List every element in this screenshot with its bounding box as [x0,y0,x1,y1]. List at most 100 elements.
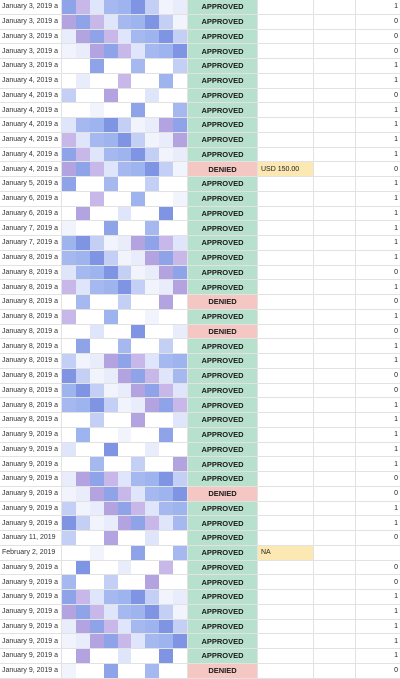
flag-cell[interactable]: 1 [394,283,398,291]
flag-cell[interactable]: 0 [394,490,398,498]
date-cell[interactable]: January 9, 2019 a [0,442,62,457]
date-cell[interactable]: January 9, 2019 a [0,649,62,663]
amount-cell[interactable] [258,516,314,530]
empty-cell[interactable] [314,29,356,44]
date-cell[interactable]: January 8, 2019 a [0,295,62,309]
status-approved-cell[interactable]: APPROVED [188,457,258,471]
flag-cell[interactable]: 1 [394,608,398,616]
status-approved-cell[interactable]: APPROVED [188,73,258,88]
flag-cell[interactable]: 1 [394,445,398,453]
empty-cell[interactable] [314,531,356,545]
date-cell[interactable]: January 9, 2019 a [0,501,62,516]
status-approved-cell[interactable]: APPROVED [188,29,258,44]
status-approved-cell[interactable]: APPROVED [188,501,258,516]
date-cell[interactable]: January 9, 2019 a [0,516,62,530]
date-cell[interactable]: January 9, 2019 a [0,634,62,648]
amount-cell[interactable] [258,634,314,648]
empty-cell[interactable] [314,177,356,191]
date-cell[interactable]: January 4, 2019 a [0,118,62,132]
empty-cell[interactable] [314,132,356,147]
flag-cell[interactable]: 0 [394,268,398,276]
flag-cell[interactable]: 1 [394,136,398,144]
amount-cell[interactable] [258,604,314,619]
status-approved-cell[interactable]: APPROVED [188,118,258,132]
flag-cell[interactable]: 1 [394,637,398,645]
empty-cell[interactable] [314,575,356,589]
empty-cell[interactable] [314,383,356,398]
flag-cell[interactable]: 1 [394,195,398,203]
date-cell[interactable]: January 3, 2019 a [0,29,62,44]
status-denied-cell[interactable]: DENIED [188,486,258,501]
amount-cell[interactable] [258,132,314,147]
amount-cell[interactable] [258,472,314,486]
empty-cell[interactable] [314,649,356,663]
status-approved-cell[interactable]: APPROVED [188,59,258,73]
amount-cell[interactable] [258,191,314,206]
flag-cell[interactable]: 1 [394,313,398,321]
status-denied-cell[interactable]: DENIED [188,324,258,339]
empty-cell[interactable] [314,265,356,280]
date-cell[interactable]: January 9, 2019 a [0,427,62,442]
flag-cell[interactable]: 0 [394,372,398,380]
empty-cell[interactable] [314,634,356,648]
empty-cell[interactable] [314,590,356,604]
date-cell[interactable]: January 9, 2019 a [0,560,62,575]
empty-cell[interactable] [314,309,356,324]
flag-cell[interactable]: 0 [394,91,398,99]
date-cell[interactable]: January 9, 2019 a [0,619,62,634]
status-approved-cell[interactable]: APPROVED [188,472,258,486]
status-approved-cell[interactable]: APPROVED [188,221,258,235]
flag-cell[interactable]: 1 [394,593,398,601]
flag-cell[interactable]: 0 [394,563,398,571]
date-cell[interactable]: January 8, 2019 a [0,368,62,383]
status-approved-cell[interactable]: APPROVED [188,354,258,368]
flag-cell[interactable]: 1 [394,77,398,85]
amount-cell[interactable] [258,501,314,516]
empty-cell[interactable] [314,545,356,560]
date-cell[interactable]: January 7, 2019 a [0,221,62,235]
empty-cell[interactable] [314,604,356,619]
date-cell[interactable]: January 5, 2019 a [0,177,62,191]
flag-cell[interactable]: 1 [394,106,398,114]
flag-cell[interactable]: 1 [394,519,398,527]
amount-cell[interactable] [258,442,314,457]
date-cell[interactable]: January 9, 2019 a [0,472,62,486]
amount-cell[interactable] [258,206,314,221]
empty-cell[interactable] [314,398,356,412]
flag-cell[interactable]: 0 [394,32,398,40]
amount-cell[interactable] [258,265,314,280]
status-approved-cell[interactable]: APPROVED [188,560,258,575]
empty-cell[interactable] [314,280,356,294]
date-cell[interactable]: January 9, 2019 a [0,575,62,589]
empty-cell[interactable] [314,324,356,339]
amount-cell[interactable] [258,29,314,44]
empty-cell[interactable] [314,73,356,88]
date-cell[interactable]: January 3, 2019 a [0,59,62,73]
flag-cell[interactable]: 0 [394,667,398,675]
status-approved-cell[interactable]: APPROVED [188,545,258,560]
date-cell[interactable]: January 9, 2019 a [0,663,62,678]
status-approved-cell[interactable]: APPROVED [188,339,258,353]
amount-cell[interactable] [258,457,314,471]
amount-cell[interactable] [258,118,314,132]
flag-cell[interactable]: 1 [394,121,398,129]
amount-cell[interactable] [258,309,314,324]
status-approved-cell[interactable]: APPROVED [188,0,258,14]
date-cell[interactable]: January 8, 2019 a [0,339,62,353]
status-approved-cell[interactable]: APPROVED [188,103,258,117]
flag-cell[interactable]: 1 [394,254,398,262]
status-approved-cell[interactable]: APPROVED [188,250,258,265]
amount-cell[interactable] [258,236,314,250]
flag-cell[interactable] [356,546,400,560]
empty-cell[interactable] [314,663,356,678]
status-approved-cell[interactable]: APPROVED [188,516,258,530]
empty-cell[interactable] [314,516,356,530]
amount-cell[interactable] [258,14,314,29]
flag-cell[interactable]: 1 [394,224,398,232]
amount-cell[interactable] [258,383,314,398]
date-cell[interactable]: January 9, 2019 a [0,486,62,501]
empty-cell[interactable] [314,88,356,103]
flag-cell[interactable]: 0 [394,298,398,306]
empty-cell[interactable] [314,413,356,427]
status-approved-cell[interactable]: APPROVED [188,649,258,663]
